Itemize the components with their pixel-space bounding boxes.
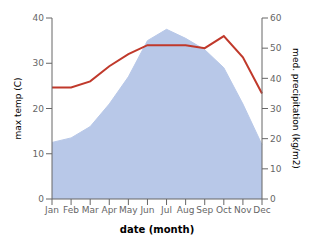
svg-text:Nov: Nov [234, 205, 252, 215]
svg-text:0: 0 [270, 194, 276, 204]
svg-text:20: 20 [33, 104, 45, 114]
svg-text:date (month): date (month) [120, 224, 194, 235]
svg-text:30: 30 [270, 104, 282, 114]
svg-text:Apr: Apr [101, 205, 117, 215]
svg-text:med. precipitation (kg/m2): med. precipitation (kg/m2) [291, 48, 301, 169]
svg-text:40: 40 [33, 13, 45, 23]
svg-text:Jul: Jul [160, 205, 172, 215]
svg-text:20: 20 [270, 134, 282, 144]
svg-text:May: May [119, 205, 138, 215]
svg-text:10: 10 [270, 164, 282, 174]
svg-text:Oct: Oct [216, 205, 232, 215]
svg-text:Mar: Mar [82, 205, 99, 215]
svg-text:max temp (C): max temp (C) [13, 77, 23, 139]
svg-text:Aug: Aug [177, 205, 195, 215]
svg-text:Feb: Feb [63, 205, 79, 215]
svg-text:0: 0 [38, 194, 44, 204]
svg-text:60: 60 [270, 13, 282, 23]
svg-text:Jun: Jun [139, 205, 154, 215]
svg-text:40: 40 [270, 74, 282, 84]
svg-text:30: 30 [33, 58, 45, 68]
svg-text:Dec: Dec [253, 205, 270, 215]
svg-text:10: 10 [33, 149, 45, 159]
svg-text:Jan: Jan [44, 205, 59, 215]
svg-text:50: 50 [270, 43, 282, 53]
svg-text:Sep: Sep [196, 205, 213, 215]
